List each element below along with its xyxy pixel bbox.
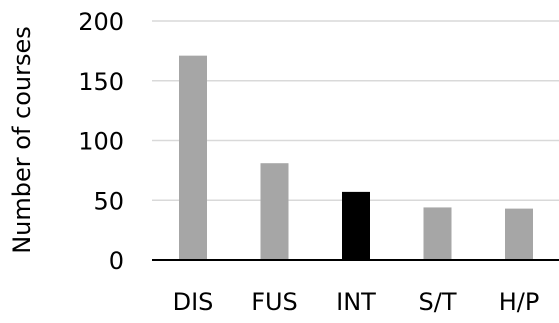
x-tick-label: INT	[336, 288, 376, 316]
y-tick-labels: 0 50 100 150 200	[78, 8, 124, 275]
y-tick-label: 100	[78, 128, 124, 156]
x-tick-label: FUS	[251, 288, 298, 316]
x-tick-labels: DIS FUS INT S/T H/P	[173, 288, 540, 316]
y-tick-label: 0	[109, 247, 124, 275]
bar-int	[342, 191, 370, 260]
bar-dis	[179, 55, 207, 260]
bar-fus	[260, 163, 289, 260]
y-tick-label: 200	[78, 8, 124, 36]
x-tick-label: H/P	[499, 288, 540, 316]
x-tick-label: DIS	[173, 288, 214, 316]
bar-hp	[505, 208, 533, 260]
y-tick-label: 50	[93, 187, 124, 215]
x-tick-label: S/T	[419, 288, 457, 316]
bar-st	[423, 207, 452, 260]
y-tick-label: 150	[78, 68, 124, 96]
y-axis-title: Number of courses	[8, 26, 36, 254]
bar-layer	[179, 55, 533, 260]
grid-layer	[152, 20, 559, 201]
